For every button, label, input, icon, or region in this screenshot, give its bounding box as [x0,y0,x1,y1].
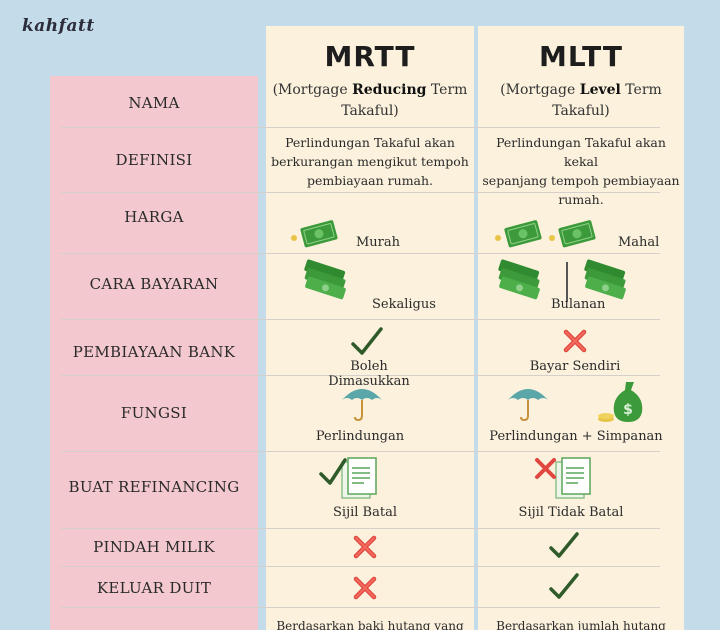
mrtt-subtitle-post: Term [426,82,468,98]
column-divider [566,262,568,302]
row-label-pembiayaan-bank: PEMBIAYAAN BANK [72,343,236,361]
mltt-definisi-line: sepanjang tempoh pembiayaan [482,173,680,188]
brand-logo: kahfatt [22,16,95,36]
money-stack-icon [498,259,540,300]
mrtt-harga: Murah [356,235,401,250]
money-note-icon [549,220,596,248]
mrtt-definisi: Perlindungan Takaful akan berkurangan me… [270,133,470,190]
mrtt-last-row: Berdasarkan baki hutang yang [276,619,464,630]
cross-icon [353,535,377,559]
money-bag-icon: $ [598,382,643,422]
row-label-buat-refinancing: BUAT REFINANCING [68,478,240,496]
mrtt-definisi-line: pembiayaan rumah. [306,173,434,188]
mrtt-refinancing: Sijil Batal [333,505,397,520]
row-label-harga: HARGA [124,208,184,226]
row-divider [60,451,660,452]
row-divider [60,253,660,254]
mrtt-pembiayaan-bank: Boleh Dimasukkan [328,359,410,389]
mltt-column [478,26,684,630]
row-divider [60,375,660,376]
mltt-subtitle-pre: (Mortgage [500,82,580,98]
row-label-pindah-milik: PINDAH MILIK [93,538,215,556]
mrtt-subtitle-bold: Reducing [352,82,427,98]
mltt-fungsi: Perlindungan + Simpanan [489,429,663,444]
mltt-pembiayaan-bank: Bayar Sendiri [529,359,621,374]
row-divider [60,566,660,567]
money-stack-icon [304,259,346,300]
document-icon [319,457,377,499]
mrtt-fungsi: Perlindungan [315,429,405,444]
row-label-keluar-duit: KELUAR DUIT [96,579,212,597]
mltt-last-row: Berdasarkan jumlah hutang [496,619,666,630]
mltt-refinancing: Sijil Tidak Batal [518,505,624,520]
check-icon [351,327,383,355]
mrtt-subtitle-pre: (Mortgage [272,82,353,98]
mrtt-cara-bayaran: Sekaligus [372,297,436,312]
row-label-cara-bayaran: CARA BAYARAN [89,275,219,293]
mltt-definisi-line: Perlindungan Takaful akan kekal [496,135,666,169]
mltt-subtitle-line2: Takaful) [552,103,610,119]
umbrella-icon [342,389,382,422]
row-divider [60,528,660,529]
mltt-title: MLTT [539,40,623,73]
money-stack-icon [584,259,626,300]
row-label-definisi: DEFINISI [115,151,193,169]
row-divider [60,319,660,320]
check-icon [549,532,579,558]
mrtt-subtitle: (Mortgage Reducing Term Takaful) [270,80,470,122]
mrtt-column [266,26,474,630]
cross-icon [353,576,377,600]
mltt-cara-bayaran: Bulanan [551,297,606,312]
mltt-subtitle-bold: Level [579,82,621,98]
row-divider [60,192,660,193]
money-note-icon [291,220,338,248]
row-label-fungsi: FUNGSI [120,404,188,422]
mltt-subtitle-post: Term [620,82,662,98]
document-icon [535,457,591,499]
row-label-nama: NAMA [128,94,180,112]
cross-icon [563,329,587,353]
mrtt-subtitle-line2: Takaful) [341,103,399,119]
mrtt-title: MRTT [324,40,416,73]
row-label-panel [50,76,258,630]
row-divider [60,127,660,128]
svg-text:$: $ [623,402,633,418]
row-divider [60,607,660,608]
check-icon [549,573,579,599]
mrtt-definisi-line: Perlindungan Takaful akan [285,135,455,150]
mrtt-definisi-line: berkurangan mengikut tempoh [271,154,469,169]
mltt-subtitle: (Mortgage Level Term Takaful) [480,80,682,122]
umbrella-icon [508,389,548,422]
mltt-definisi-line: rumah. [558,192,604,207]
money-note-icon [495,220,542,248]
mltt-harga: Mahal [618,235,660,250]
mltt-definisi: Perlindungan Takaful akan kekal sepanjan… [478,133,684,209]
